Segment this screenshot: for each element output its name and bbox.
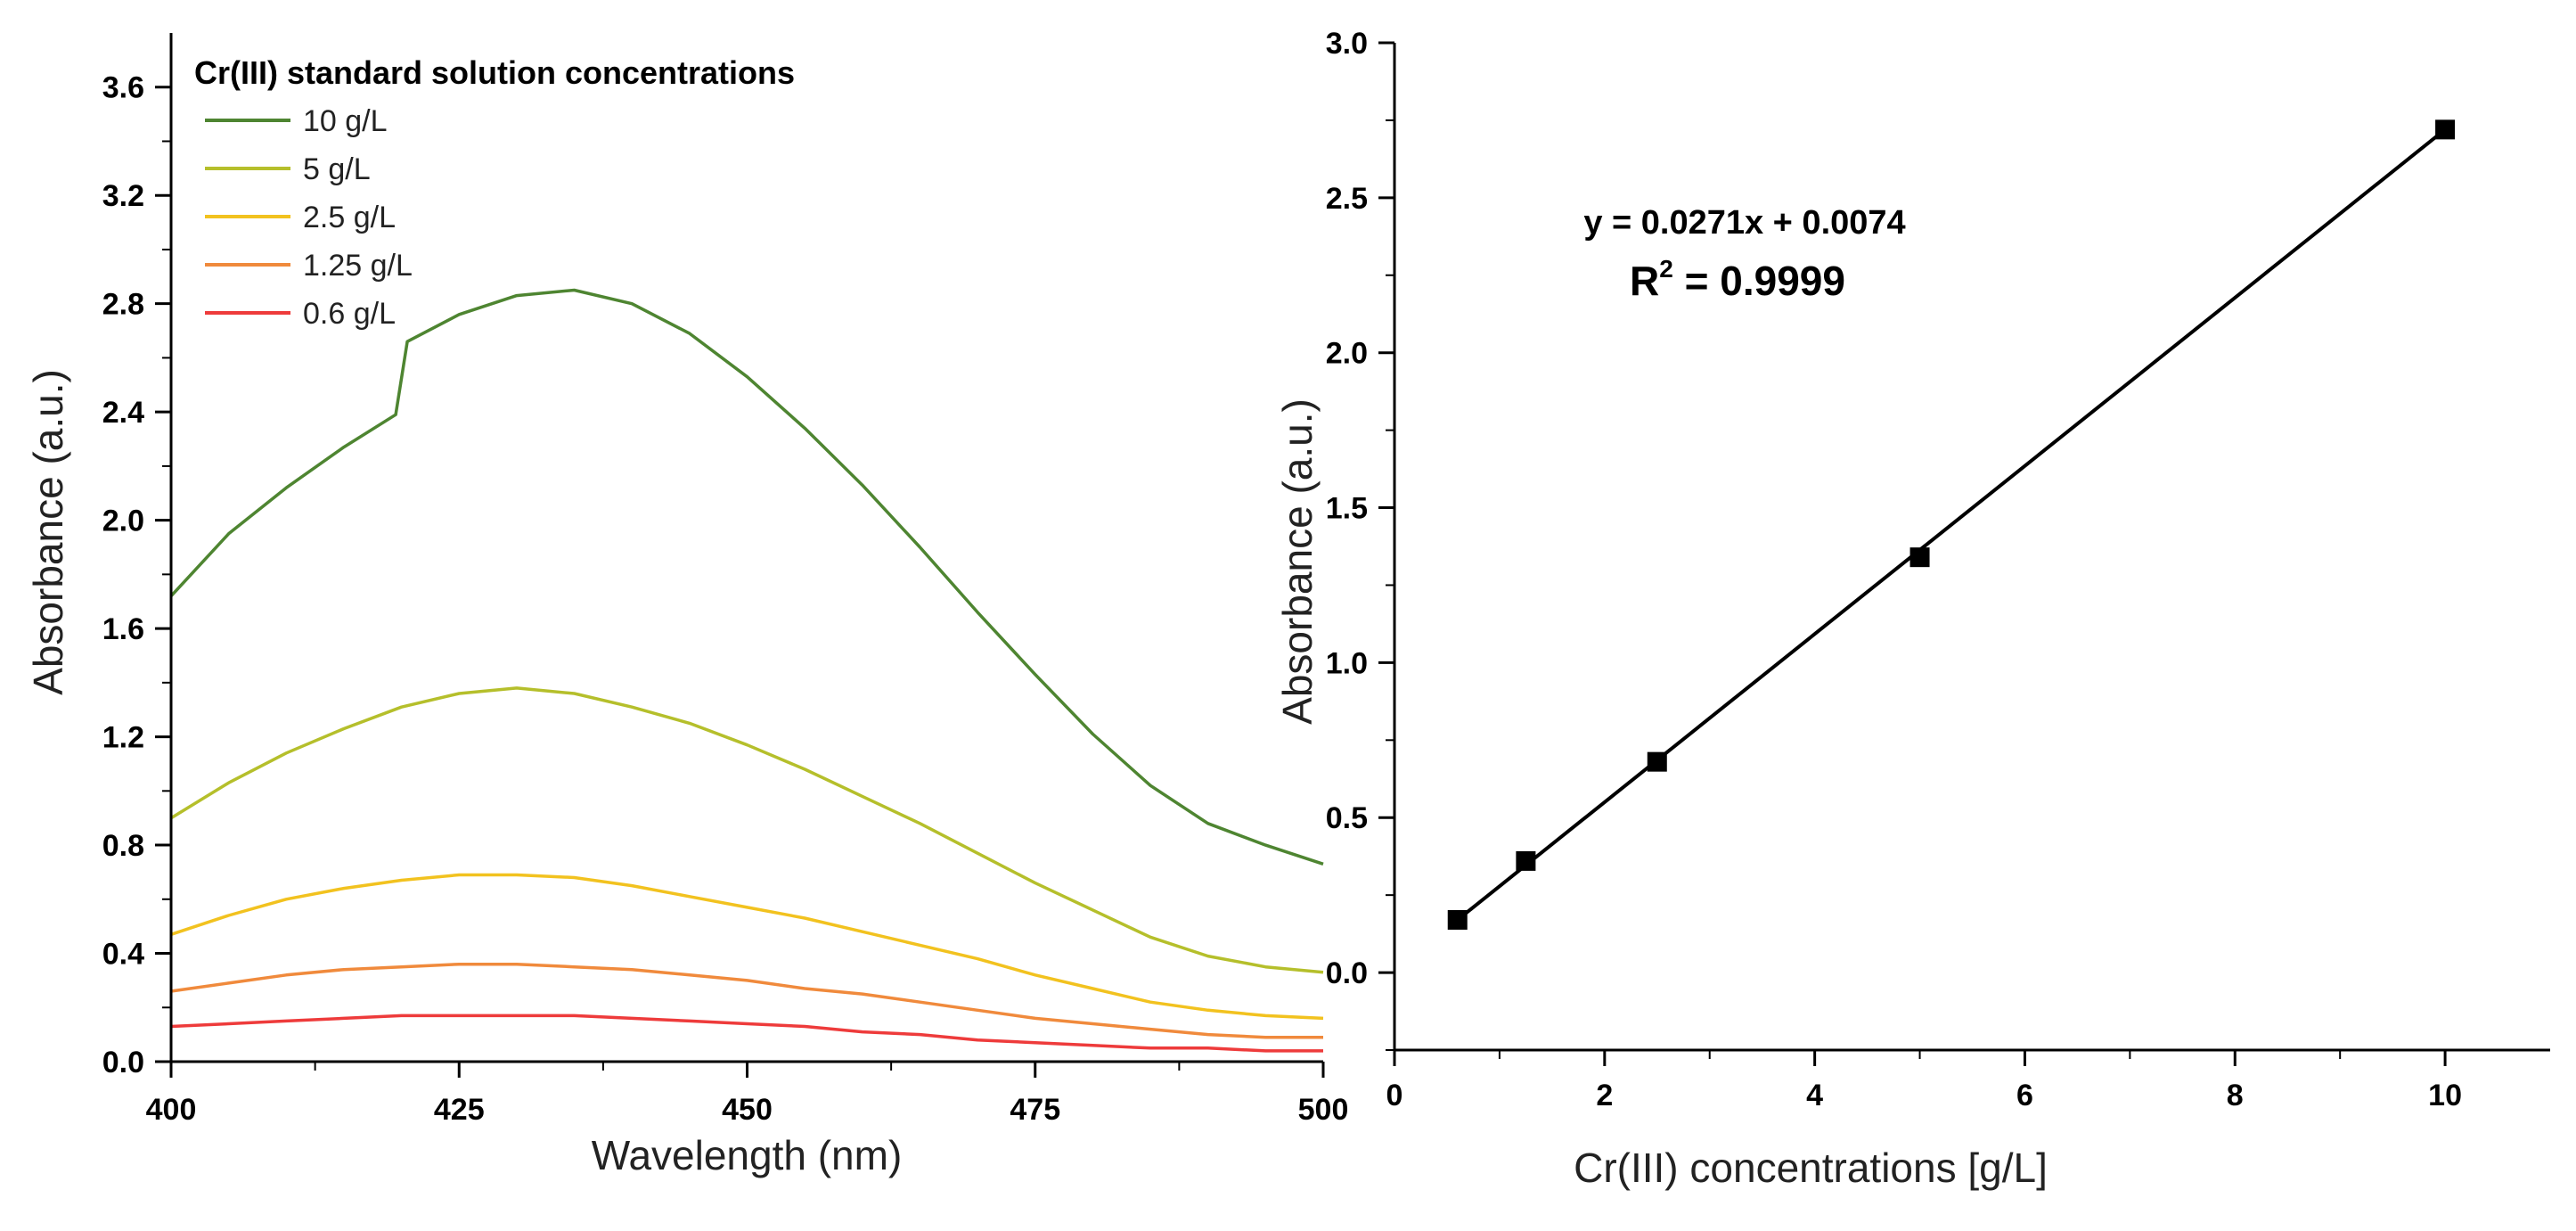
spectra-x-tick-label: 425: [434, 1093, 485, 1127]
spectra-x-tick-label: 475: [1010, 1093, 1060, 1127]
spectrum-line-0-6-g-L: [170, 1014, 1323, 1053]
calibration-y-tick-label: 2.0: [1326, 337, 1368, 371]
spectra-x-tick-label: 450: [722, 1093, 773, 1127]
spectra-y-tick-label: 1.6: [102, 612, 144, 646]
spectra-x-tick-label: 400: [146, 1093, 197, 1127]
spectra-tick-labels: 400 425 450 475 500 0.0 0.4 0.8 1.2 1.6 2.0 2.4 2.8 3…: [102, 71, 1349, 1127]
spectra-y-axis-title: Absorbance (a.u.): [25, 369, 71, 695]
calibration-point: [2435, 119, 2456, 140]
calibration-axes: [1378, 41, 2550, 1066]
spectra-axes: [155, 33, 1325, 1078]
calibration-x-tick-label: 6: [2016, 1079, 2033, 1112]
spectra-series-group: [169, 288, 1324, 1053]
calibration-x-tick-label: 2: [1596, 1079, 1613, 1112]
calibration-fit-line: [1456, 127, 2447, 922]
spectra-y-tick-label: 2.8: [102, 288, 144, 322]
r-squared-value: = 0.9999: [1673, 258, 1845, 304]
calibration-x-tick-label: 8: [2227, 1079, 2244, 1112]
calibration-y-tick-label: 3.0: [1326, 27, 1368, 61]
legend-label: 2.5 g/L: [303, 201, 396, 234]
spectra-y-tick-label: 3.6: [102, 71, 144, 105]
spectrum-line-2-5-g-L: [170, 873, 1324, 1021]
r-squared: R2 = 0.9999: [1630, 255, 1845, 304]
calibration-y-axis-title: Absorbance (a.u.): [1274, 398, 1321, 725]
legend-label: 10 g/L: [303, 104, 388, 138]
spectra-y-tick-label: 3.2: [102, 179, 144, 213]
legend-label: 0.6 g/L: [303, 297, 396, 331]
spectra-y-tick-label: 2.4: [102, 396, 144, 430]
calibration-x-tick-label: 0: [1386, 1079, 1403, 1112]
r-squared-superscript: 2: [1659, 255, 1673, 283]
legend-label: 1.25 g/L: [303, 249, 413, 283]
spectra-y-tick-label: 0.0: [102, 1046, 144, 1079]
calibration-point: [1447, 909, 1468, 930]
legend-label: 5 g/L: [303, 152, 371, 186]
calibration-x-tick-label: 10: [2428, 1079, 2462, 1112]
spectra-chart: 400 425 450 475 500 0.0 0.4 0.8 1.2 1.6 2.0 2.4 2.8 3…: [25, 33, 1348, 1178]
calibration-x-tick-label: 4: [1806, 1079, 1823, 1112]
legend-title: Cr(III) standard solution concentrations: [194, 54, 795, 91]
calibration-y-tick-label: 2.5: [1326, 182, 1368, 216]
spectra-legend: Cr(III) standard solution concentrations…: [194, 54, 795, 331]
spectra-y-tick-label: 2.0: [102, 505, 144, 538]
spectrum-line-1-25-g-L: [170, 962, 1323, 1039]
calibration-point: [1516, 850, 1536, 871]
legend-items: 10 g/L 5 g/L 2.5 g/L 1.25 g/L 0.6 g/L: [205, 104, 413, 331]
spectra-x-tick-label: 500: [1298, 1093, 1349, 1127]
spectra-y-tick-label: 0.8: [102, 829, 144, 863]
calibration-points-group: [1447, 119, 2456, 930]
calibration-point: [1910, 547, 1930, 568]
calibration-y-tick-label: 1.5: [1326, 492, 1368, 526]
spectra-x-axis-title: Wavelength (nm): [592, 1132, 903, 1178]
calibration-y-tick-label: 0.0: [1326, 956, 1368, 990]
calibration-fit-line-group: [1456, 127, 2447, 922]
calibration-x-axis-title: Cr(III) concentrations [g/L]: [1574, 1145, 2048, 1191]
spectra-y-tick-label: 0.4: [102, 938, 144, 972]
fit-equation: y = 0.0271x + 0.0074: [1583, 204, 1905, 242]
calibration-tick-labels: 0 2 4 6 8 10 0.0 0.5 1.0 1.5 2.0 2.5 3.0: [1326, 27, 2462, 1112]
spectrum-line-5-g-L: [170, 686, 1324, 974]
calibration-chart: 0 2 4 6 8 10 0.0 0.5 1.0 1.5 2.0 2.5 3.0 Cr(III) con…: [1274, 27, 2550, 1191]
calibration-y-tick-label: 1.0: [1326, 646, 1368, 680]
r-squared-symbol: R: [1630, 258, 1659, 304]
spectra-y-tick-label: 1.2: [102, 721, 144, 755]
calibration-point: [1647, 751, 1667, 772]
calibration-y-tick-label: 0.5: [1326, 801, 1368, 835]
spectrum-line-10-g-L: [169, 288, 1324, 866]
